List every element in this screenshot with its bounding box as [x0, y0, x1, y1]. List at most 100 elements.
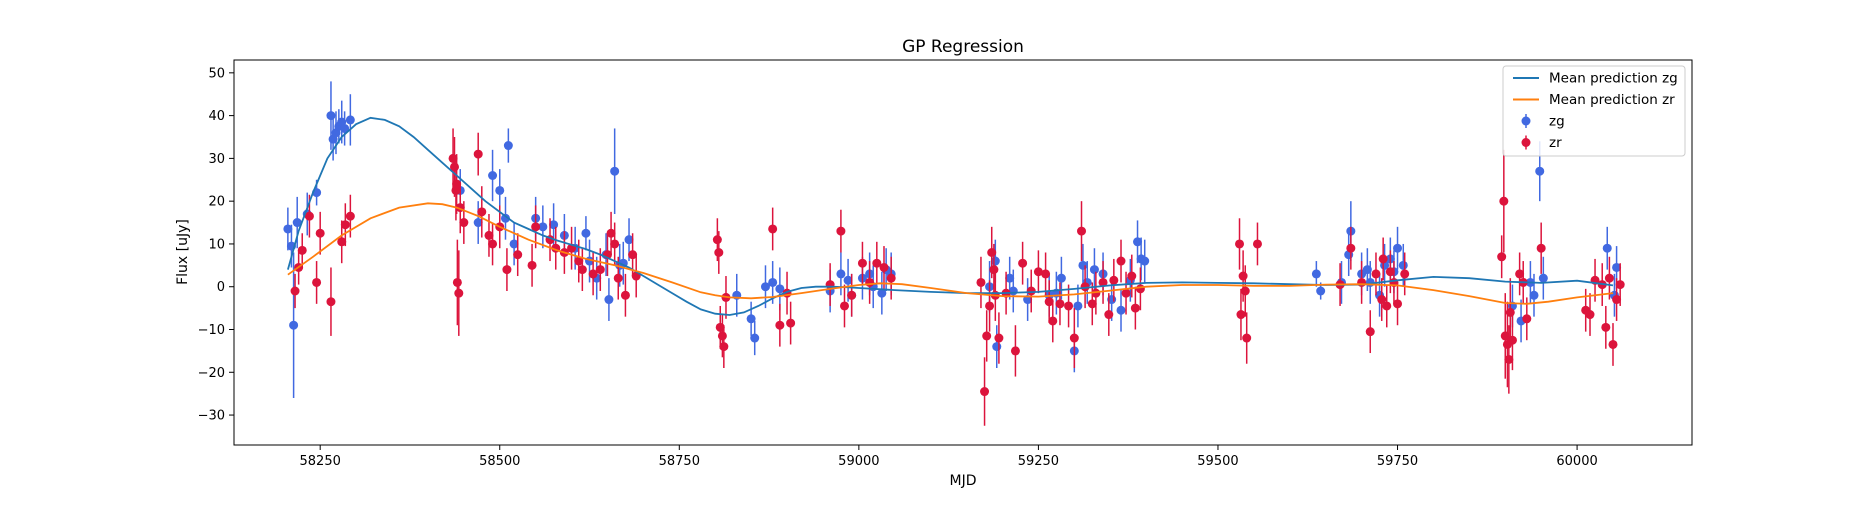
point-zr-59 [879, 262, 889, 272]
point-zr-93 [1236, 310, 1246, 320]
point-zr-102 [1371, 269, 1381, 279]
chart-title: GP Regression [902, 37, 1024, 57]
point-zr-126 [1604, 273, 1614, 283]
point-zr-115 [1505, 307, 1515, 317]
point-zr-6 [326, 297, 336, 307]
point-zr-9 [345, 211, 355, 221]
point-zr-26 [531, 222, 541, 232]
point-zr-88 [1121, 288, 1131, 298]
point-zr-77 [1055, 299, 1065, 309]
point-zr-5 [315, 228, 325, 238]
x-tick-label-59000: 59000 [838, 454, 879, 469]
x-tick-label-58500: 58500 [479, 454, 520, 469]
point-zr-99 [1346, 243, 1356, 253]
y-tick-label-50: 50 [208, 66, 225, 81]
x-axis: 58250 58500 58750 59000 59250 59500 59750 60000 [300, 445, 1598, 469]
point-zr-25 [527, 260, 537, 270]
point-zr-54 [839, 301, 849, 311]
point-zr-60 [886, 273, 896, 283]
legend-marker-2 [1521, 116, 1531, 126]
point-zg-14 [473, 218, 483, 228]
point-zr-72 [1026, 286, 1036, 296]
point-zr-51 [786, 318, 796, 328]
point-zg-41 [836, 269, 846, 279]
point-zg-63 [1089, 265, 1099, 275]
point-zr-128 [1612, 295, 1622, 305]
point-zr-119 [1522, 314, 1532, 324]
point-zr-97 [1252, 239, 1262, 249]
point-zr-114 [1504, 354, 1514, 364]
y-tick-label-0: 0 [217, 280, 225, 295]
x-tick-label-59500: 59500 [1197, 454, 1238, 469]
point-zr-73 [1033, 267, 1043, 277]
point-zg-19 [509, 239, 519, 249]
point-zg-90 [1538, 273, 1548, 283]
point-zr-95 [1240, 286, 1250, 296]
legend: Mean prediction zg Mean prediction zr zg zr [1502, 65, 1686, 157]
point-zr-11 [449, 162, 459, 172]
point-zr-120 [1536, 243, 1546, 253]
point-zr-17 [459, 218, 469, 228]
point-zg-37 [760, 282, 770, 292]
series-zr [290, 128, 1625, 426]
point-zg-16 [495, 185, 505, 195]
point-zr-13 [452, 179, 462, 189]
point-zr-0 [290, 286, 300, 296]
point-zr-44 [715, 322, 725, 332]
point-zg-33 [624, 235, 634, 245]
point-zg-36 [750, 333, 760, 343]
point-zg-21 [538, 222, 548, 232]
point-zr-70 [1010, 346, 1020, 356]
point-zg-18 [503, 141, 513, 151]
point-zr-75 [1044, 297, 1054, 307]
point-zg-42 [843, 275, 853, 285]
y-tick-label-10: 10 [208, 237, 225, 252]
point-zr-125 [1601, 322, 1611, 332]
point-zg-11 [340, 123, 350, 133]
point-zg-60 [1073, 301, 1083, 311]
point-zr-36 [606, 228, 616, 238]
y-tick-label-30: 30 [208, 152, 225, 167]
point-zg-52 [992, 342, 1002, 352]
point-zr-117 [1515, 269, 1525, 279]
point-zg-30 [610, 166, 620, 176]
point-zr-46 [719, 342, 729, 352]
point-zr-2 [297, 245, 307, 255]
point-zr-68 [994, 333, 1004, 343]
point-zr-55 [847, 290, 857, 300]
point-zr-56 [857, 258, 867, 268]
plot-frame [233, 59, 1693, 446]
point-zg-84 [1398, 260, 1408, 270]
y-tick-label--20: −20 [198, 366, 225, 381]
point-zr-66 [989, 265, 999, 275]
point-zr-129 [1615, 280, 1625, 290]
point-zr-64 [985, 301, 995, 311]
point-zg-17 [500, 213, 510, 223]
point-zr-3 [304, 211, 314, 221]
point-zg-47 [877, 288, 887, 298]
point-zr-101 [1365, 327, 1375, 337]
y-axis: −30 −20 −10 0 10 20 30 40 50 [198, 66, 234, 424]
point-zr-79 [1069, 333, 1079, 343]
point-zr-111 [1499, 196, 1509, 206]
point-zr-8 [340, 220, 350, 230]
point-zg-15 [488, 171, 498, 180]
x-axis-label: MJD [950, 473, 977, 489]
point-zr-91 [1135, 284, 1145, 294]
point-zg-72 [1316, 286, 1326, 296]
y-tick-label-20: 20 [208, 195, 225, 210]
point-zg-6 [326, 111, 336, 121]
point-zr-45 [717, 331, 727, 341]
point-zr-108 [1393, 299, 1403, 309]
point-zr-61 [976, 277, 986, 287]
point-zr-87 [1116, 256, 1126, 266]
y-tick-label--10: −10 [198, 323, 225, 338]
point-zr-96 [1242, 333, 1252, 343]
legend-label-3: zr [1549, 135, 1562, 151]
point-zr-122 [1585, 310, 1595, 320]
point-zg-3 [292, 218, 302, 228]
point-zr-63 [982, 331, 992, 341]
point-zr-18 [473, 149, 483, 159]
